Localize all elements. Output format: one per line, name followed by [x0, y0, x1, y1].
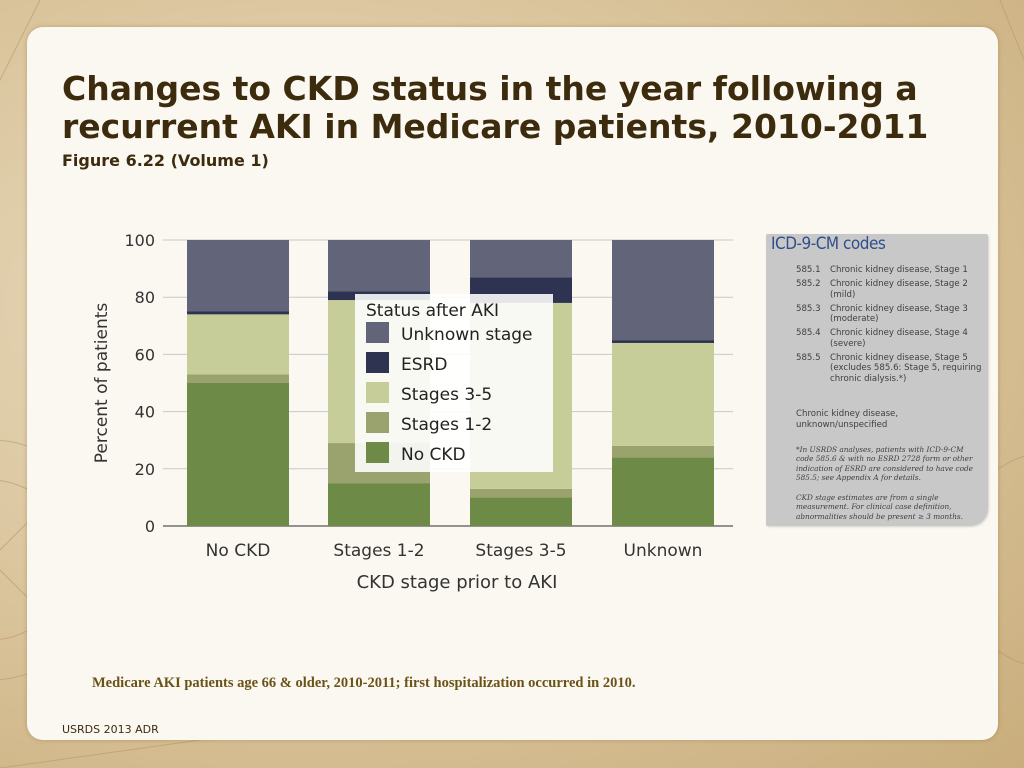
icd-box-title: ICD-9-CM codes: [771, 234, 886, 254]
x-tick-label: Unknown: [624, 541, 703, 561]
legend-label: ESRD: [401, 355, 447, 375]
legend-swatch: [366, 412, 389, 433]
bar-segment-unknown-stage: [470, 240, 572, 278]
bar-segment-no-ckd: [187, 383, 289, 526]
icd-code: 585.4: [796, 328, 821, 339]
icd-code-row: 585.1 Chronic kidney disease, Stage 1: [796, 265, 982, 276]
bar-segment-unknown-stage: [328, 240, 430, 292]
bar-segment-stages-3-5: [612, 342, 714, 446]
bar-segment-stages-3-5: [187, 314, 289, 375]
icd-footnote-ckd-estimates: CKD stage estimates are from a single me…: [796, 493, 963, 521]
legend-label: Stages 3-5: [401, 385, 492, 405]
legend-label: No CKD: [401, 445, 466, 465]
bar-segment-unknown-stage: [187, 240, 289, 312]
x-tick-label: No CKD: [206, 541, 271, 561]
bar-segment-stages-1-2: [187, 374, 289, 383]
icd-description: Chronic kidney disease, Stage 2 (mild): [830, 279, 968, 300]
figure-label: Figure 6.22 (Volume 1): [62, 151, 269, 170]
y-axis-label: Percent of patients: [92, 303, 112, 464]
bar-segment-stages-1-2: [612, 445, 714, 458]
icd-codes-box: ICD-9-CM codes 585.1 Chronic kidney disea…: [766, 234, 988, 526]
icd-code-row: 585.3 Chronic kidney disease, Stage 3 (mo…: [796, 304, 982, 325]
legend-title: Status after AKI: [366, 301, 499, 321]
source-label: USRDS 2013 ADR: [62, 723, 159, 736]
bar-segment-esrd: [612, 340, 714, 343]
legend-swatch: [366, 352, 389, 373]
bar-segment-no-ckd: [470, 497, 572, 526]
icd-code-list: 585.1 Chronic kidney disease, Stage 1 585.…: [796, 265, 982, 388]
bar-segment-no-ckd: [612, 457, 714, 526]
legend-swatch: [366, 322, 389, 343]
x-axis-label: CKD stage prior to AKI: [357, 572, 558, 593]
icd-footnote: *In USRDS analyses, patients with ICD-9-…: [796, 445, 973, 482]
page-title: Changes to CKD status in the year follow…: [62, 69, 929, 146]
legend: Status after AKI Unknown stage ESRD Stages…: [355, 294, 553, 472]
icd-code: 585.5: [796, 352, 821, 363]
icd-description: Chronic kidney disease, Stage 3 (moderat…: [830, 303, 968, 325]
legend-swatch: [366, 382, 389, 403]
y-tick-label: 60: [135, 345, 155, 364]
legend-label: Unknown stage: [401, 325, 533, 345]
icd-code: 585.3: [796, 303, 821, 314]
y-tick-label: 100: [124, 231, 155, 250]
y-tick-label: 40: [135, 403, 155, 422]
icd-description: Chronic kidney disease, Stage 1: [830, 265, 968, 275]
y-tick-label: 20: [135, 460, 155, 479]
bar-segment-esrd: [187, 311, 289, 315]
y-tick-label: 0: [145, 517, 155, 536]
x-tick-label: Stages 1-2: [333, 541, 424, 561]
bar-segment-unknown-stage: [612, 240, 714, 341]
y-tick-label: 80: [135, 288, 155, 307]
icd-code-row: 585.4 Chronic kidney disease, Stage 4 (se…: [796, 328, 982, 349]
icd-description: Chronic kidney disease, Stage 5 (exclude…: [830, 352, 982, 384]
icd-code: 585.1: [796, 265, 821, 275]
legend-label: Stages 1-2: [401, 415, 492, 435]
chart-note: Medicare AKI patients age 66 & older, 20…: [92, 675, 636, 691]
icd-code-row: 585.5 Chronic kidney disease, Stage 5 (ex…: [796, 353, 982, 385]
icd-code: 585.2: [796, 279, 821, 290]
icd-description: Chronic kidney disease, Stage 4 (severe): [830, 328, 968, 349]
icd-unknown-desc: Chronic kidney disease, unknown/unspecif…: [796, 409, 899, 430]
icd-code-row: 585.2 Chronic kidney disease, Stage 2 (mi…: [796, 279, 982, 300]
bar-segment-no-ckd: [328, 483, 430, 526]
bar-segment-stages-1-2: [470, 488, 572, 498]
x-tick-label: Stages 3-5: [475, 541, 566, 561]
legend-swatch: [366, 442, 389, 463]
